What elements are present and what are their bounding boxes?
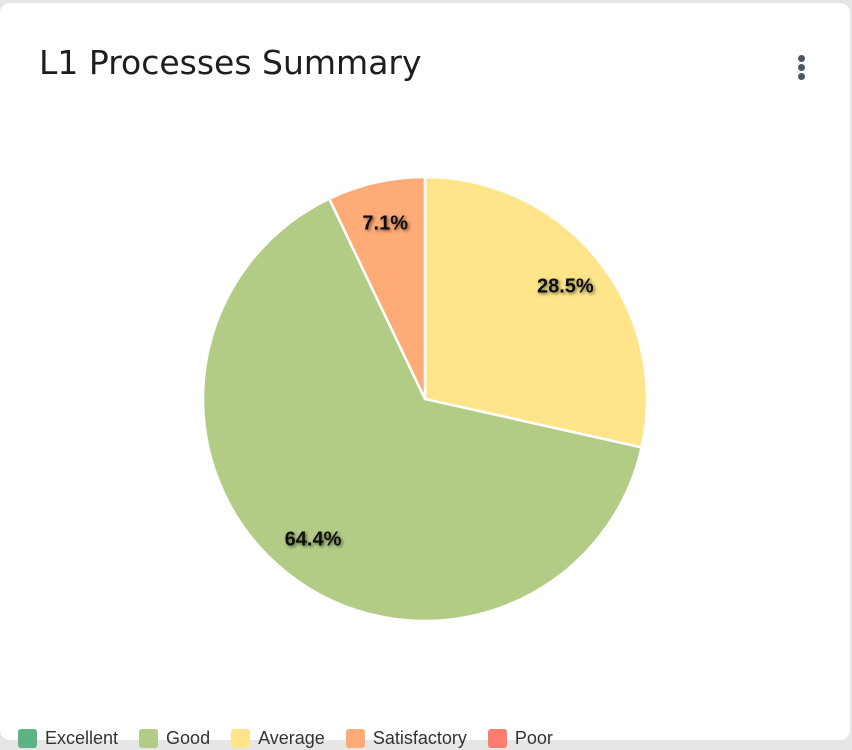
pie-slice-satisfactory[interactable] bbox=[327, 175, 427, 401]
legend-label: Average bbox=[258, 727, 325, 748]
menu-dot bbox=[798, 64, 805, 71]
legend-label: Poor bbox=[514, 727, 553, 748]
pie-slices bbox=[201, 175, 649, 623]
slice-label-average: 28.5% bbox=[537, 276, 594, 298]
legend-label: Satisfactory bbox=[372, 727, 467, 748]
legend-label: Good bbox=[166, 727, 211, 748]
slice-label-good: 64.4% bbox=[285, 529, 342, 551]
legend-label: Excellent bbox=[45, 727, 119, 748]
legend-swatch bbox=[139, 728, 159, 748]
pie-labels: 28.5% 64.4% 7.1% bbox=[285, 213, 594, 551]
legend-item-poor[interactable]: Poor bbox=[487, 727, 553, 749]
slice-label-satisfactory: 7.1% bbox=[362, 213, 408, 235]
more-vertical-icon[interactable] bbox=[790, 51, 814, 85]
legend-item-good[interactable]: Good bbox=[139, 728, 210, 749]
legend-swatch bbox=[487, 728, 507, 748]
legend-swatch bbox=[18, 728, 37, 748]
legend-item-excellent[interactable]: Excellent bbox=[18, 728, 118, 749]
legend-item-satisfactory[interactable]: Satisfactory bbox=[345, 727, 467, 749]
menu-dot bbox=[798, 73, 805, 80]
chart-legend: Excellent Good Average Satisfactory Poor bbox=[18, 726, 574, 750]
pie-slice-average[interactable] bbox=[423, 175, 649, 449]
pie-slice-good[interactable] bbox=[201, 197, 643, 623]
menu-dot bbox=[798, 55, 805, 62]
legend-swatch bbox=[231, 728, 251, 748]
chart-title: L1 Processes Summary bbox=[39, 43, 422, 82]
legend-item-average[interactable]: Average bbox=[231, 728, 325, 749]
legend-swatch bbox=[345, 728, 365, 748]
